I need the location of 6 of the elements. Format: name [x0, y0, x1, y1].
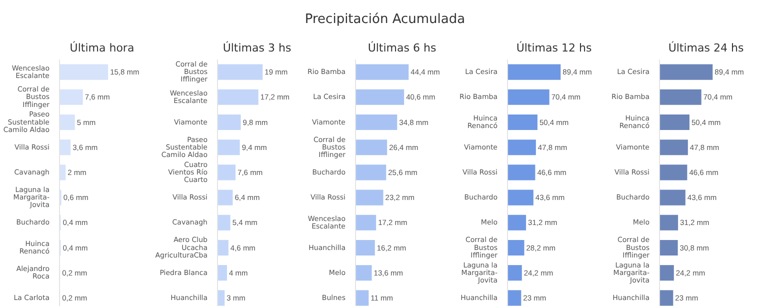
chart-title: Últimas 6 hs — [368, 40, 436, 54]
chart-title: Última hora — [70, 40, 134, 54]
chart-title: Últimas 3 hs — [222, 40, 292, 54]
chart-title: Últimas 12 hs — [516, 40, 592, 54]
chart-title: Últimas 24 hs — [668, 40, 744, 54]
text: Precipitación Acumulada — [304, 11, 466, 29]
